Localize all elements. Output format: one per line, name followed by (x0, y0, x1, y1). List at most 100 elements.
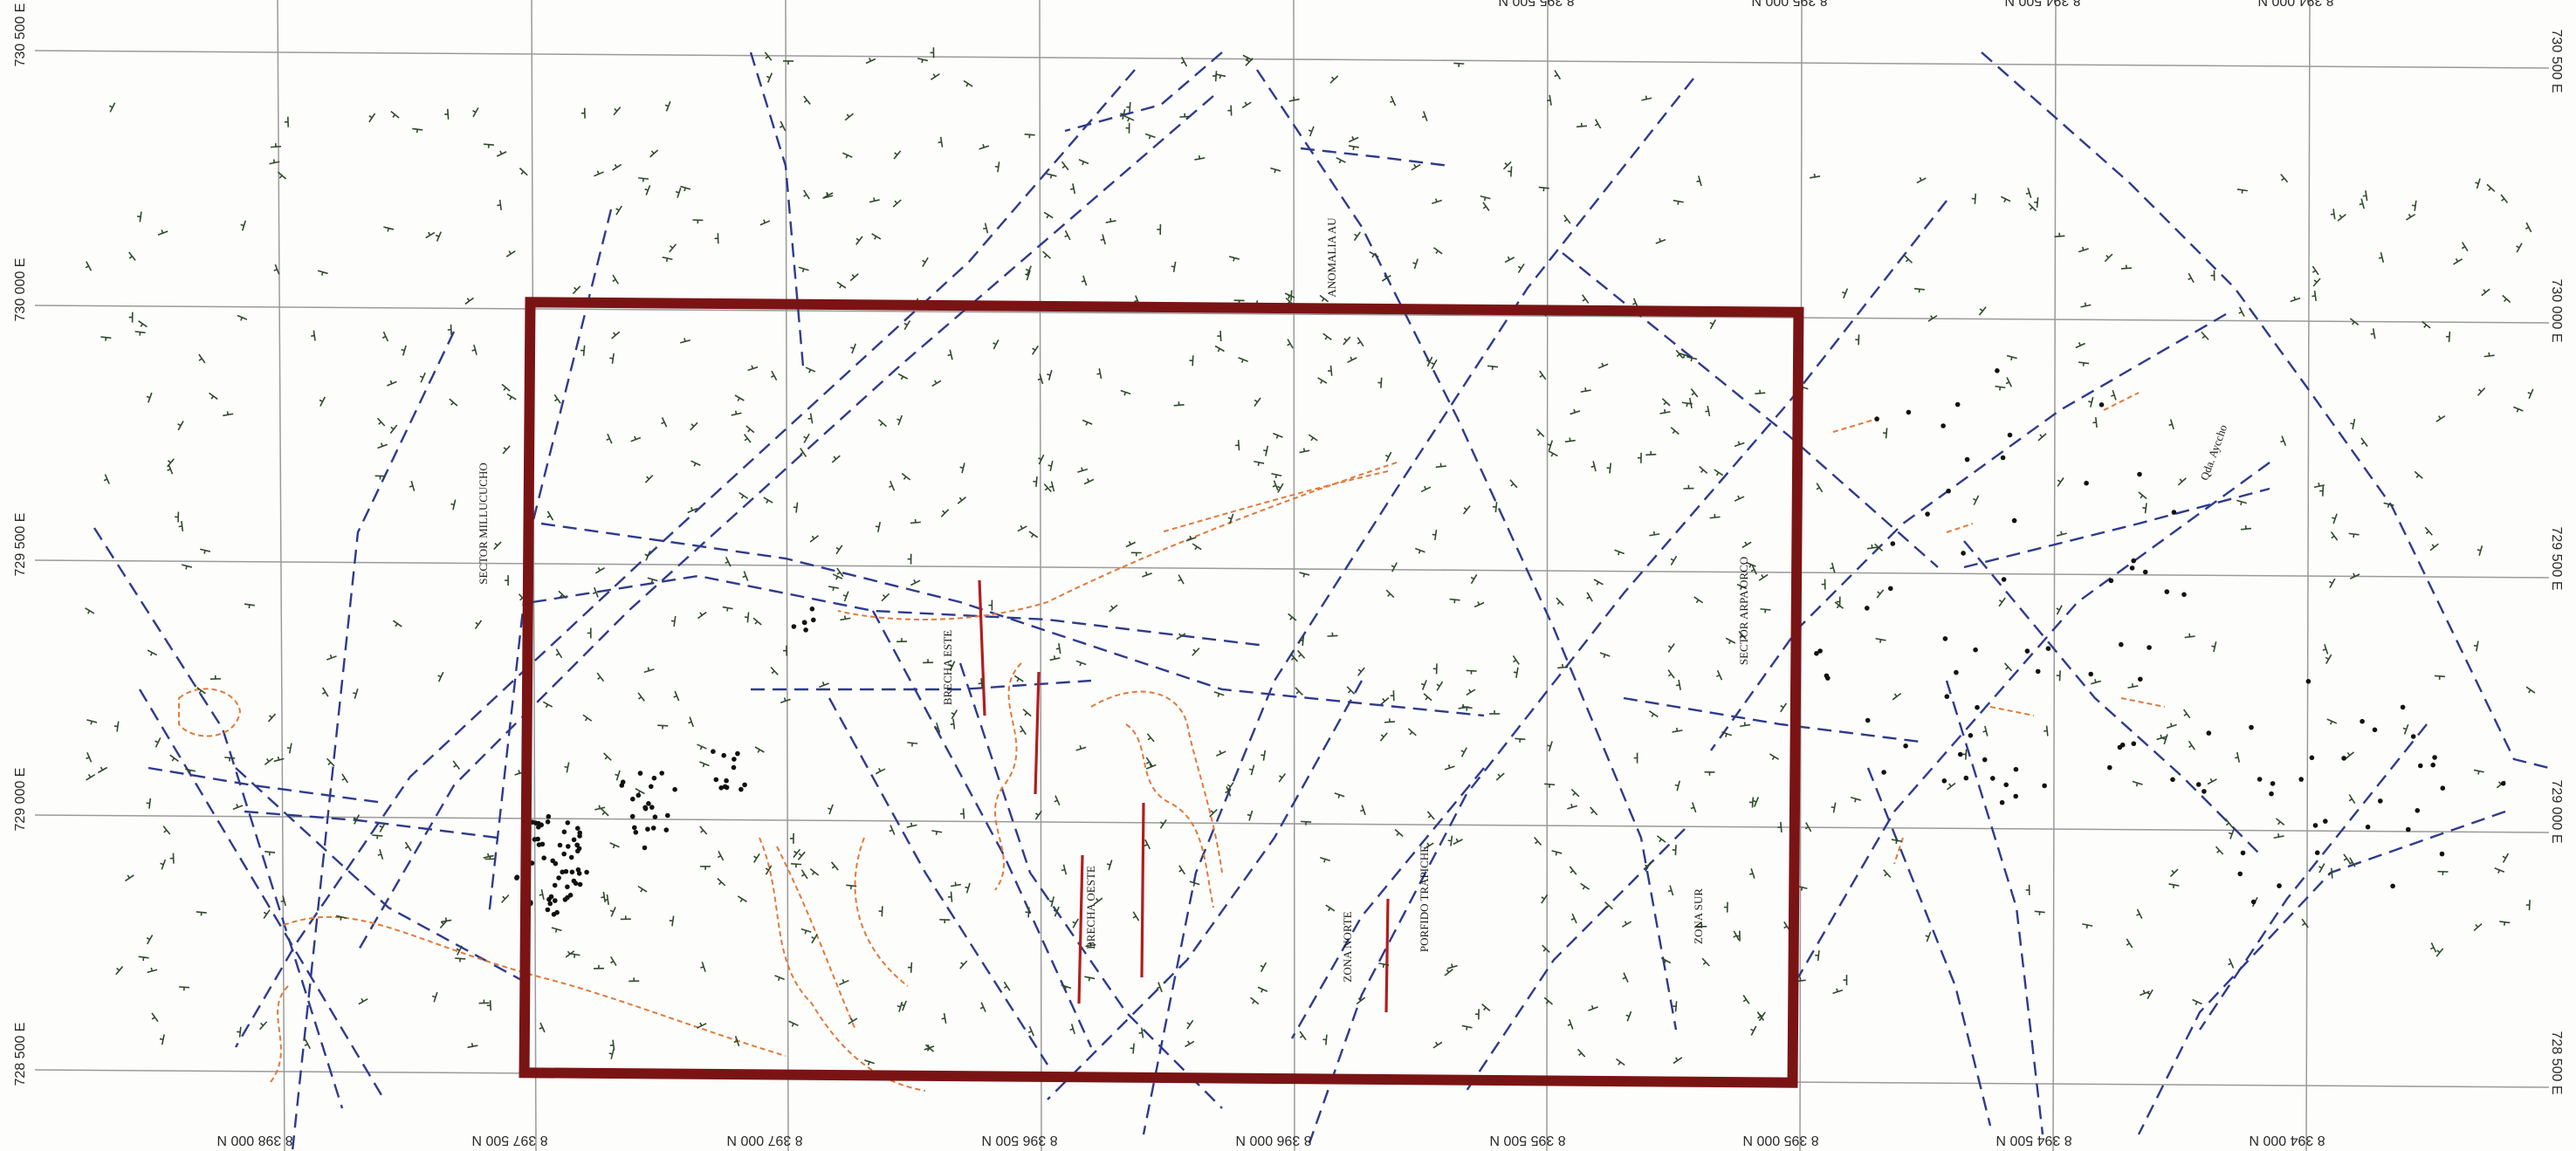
sample-point (652, 814, 658, 819)
strike-dip-symbol (832, 573, 843, 580)
strike-dip-symbol (237, 1026, 242, 1038)
strike-dip-symbol (1569, 866, 1577, 875)
strike-dip-symbol (2312, 277, 2321, 287)
strike-dip-symbol (979, 1002, 986, 1012)
sample-point (2011, 517, 2017, 524)
strike-dip-symbol (1146, 733, 1155, 743)
strike-dip-symbol (582, 714, 593, 722)
strike-dip-symbol (269, 159, 280, 165)
northing-labels-top: 8 395 500 N 8 395 000 N 8 394 500 N 8 39… (1498, 0, 2333, 8)
sample-point (2170, 777, 2175, 783)
sample-point (1941, 423, 1946, 428)
strike-dip-symbol (1225, 786, 1232, 797)
strike-dip-symbol (897, 373, 909, 380)
strike-dip-symbol (1487, 365, 1499, 370)
strike-dip-symbol (934, 723, 941, 733)
sample-point (546, 813, 552, 819)
strike-dip-symbol (572, 285, 581, 295)
strike-dip-symbol (840, 615, 851, 621)
strike-dip-symbol (731, 410, 742, 416)
strike-dip-symbol (803, 95, 811, 106)
sample-point (2237, 871, 2243, 877)
strike-dip-symbol (1047, 369, 1053, 380)
easting-label: 730 500 E (13, 3, 28, 67)
strike-dip-symbol (779, 120, 787, 132)
strike-dip-symbol (232, 804, 244, 811)
strike-dip-symbol (1716, 669, 1723, 681)
strike-dip-symbol (1308, 126, 1315, 137)
strike-dip-symbol (2349, 572, 2360, 579)
strike-dip-symbol (865, 58, 876, 65)
strike-dip-symbol (1821, 579, 1826, 590)
strike-dip-symbol (304, 1038, 312, 1050)
sample-point (724, 778, 729, 784)
strike-dip-symbol (2147, 989, 2154, 999)
strike-dip-symbol (1670, 427, 1680, 435)
strike-dip-symbol (819, 682, 829, 689)
strike-dip-symbol (1534, 836, 1542, 846)
strike-dip-symbol (1061, 864, 1068, 875)
strike-dip-symbol (2435, 948, 2444, 957)
strike-dip-symbol (1756, 1011, 1765, 1021)
strike-dip-symbol (2383, 502, 2394, 508)
strike-dip-symbol (209, 392, 218, 401)
strike-dip-symbol (185, 768, 196, 774)
strike-dip-symbol (321, 687, 329, 697)
strike-dip-symbol (496, 150, 507, 157)
strike-dip-symbol (270, 143, 282, 148)
strike-dip-symbol (793, 502, 799, 513)
strike-dip-symbol (1301, 820, 1312, 826)
strike-dip-symbol (2322, 643, 2329, 654)
strike-dip-symbol (493, 541, 502, 551)
strike-dip-symbol (1173, 401, 1185, 407)
sample-point (2500, 781, 2506, 786)
strike-dip-symbol (1317, 377, 1328, 384)
strike-dip-symbol (2328, 867, 2333, 879)
strike-dip-symbol (1242, 54, 1254, 62)
strike-dip-symbol (1424, 842, 1434, 850)
strike-dip-symbol (1876, 589, 1885, 599)
grid-line-h (34, 305, 2550, 324)
sample-point (1954, 669, 1959, 675)
strike-dip-symbol (1681, 401, 1693, 408)
strike-dip-symbol (848, 1017, 858, 1025)
strike-dip-symbol (2481, 288, 2490, 297)
strike-dip-symbol (800, 928, 812, 935)
strike-dip-symbol (609, 907, 616, 917)
strike-dip-symbol (439, 919, 448, 929)
strike-dip-symbol (1547, 741, 1553, 752)
strike-dip-symbol (1777, 821, 1783, 832)
strike-dip-symbol (1748, 797, 1755, 808)
strike-dip-symbol (1412, 258, 1419, 270)
strike-dip-symbol (2312, 290, 2318, 302)
strike-dip-symbol (1723, 901, 1728, 913)
sample-point (2007, 432, 2013, 438)
strike-dip-symbol (1064, 230, 1071, 241)
strike-dip-symbol (1261, 750, 1267, 761)
strike-dip-symbol (835, 545, 843, 555)
strike-dip-symbol (745, 425, 755, 434)
strike-dip-symbol (1745, 561, 1756, 568)
strike-dip-symbol (823, 191, 834, 199)
sample-point (2400, 704, 2406, 710)
strike-dip-symbol (1676, 679, 1681, 690)
strike-dip-symbol (1017, 524, 1027, 532)
sample-point (545, 907, 551, 913)
sample-point (568, 854, 574, 860)
strike-dip-symbol (1594, 119, 1602, 129)
strike-dip-symbol (392, 620, 402, 627)
strike-dip-symbol (1466, 669, 1477, 675)
strike-dip-symbol (1327, 632, 1338, 637)
strike-dip-symbol (1831, 802, 1837, 813)
strike-dip-symbol (358, 997, 368, 1005)
sample-point (536, 825, 541, 830)
sample-point (721, 752, 726, 758)
strike-dip-symbol (1582, 294, 1590, 304)
strike-dip-symbol (1513, 667, 1519, 678)
strike-dip-symbol (456, 945, 463, 956)
strike-dip-symbol (1100, 234, 1106, 245)
strike-dip-symbol (1214, 345, 1225, 353)
strike-dip-symbol (1343, 336, 1351, 346)
strike-dip-symbol (1946, 782, 1956, 791)
sample-point (1903, 743, 1908, 749)
